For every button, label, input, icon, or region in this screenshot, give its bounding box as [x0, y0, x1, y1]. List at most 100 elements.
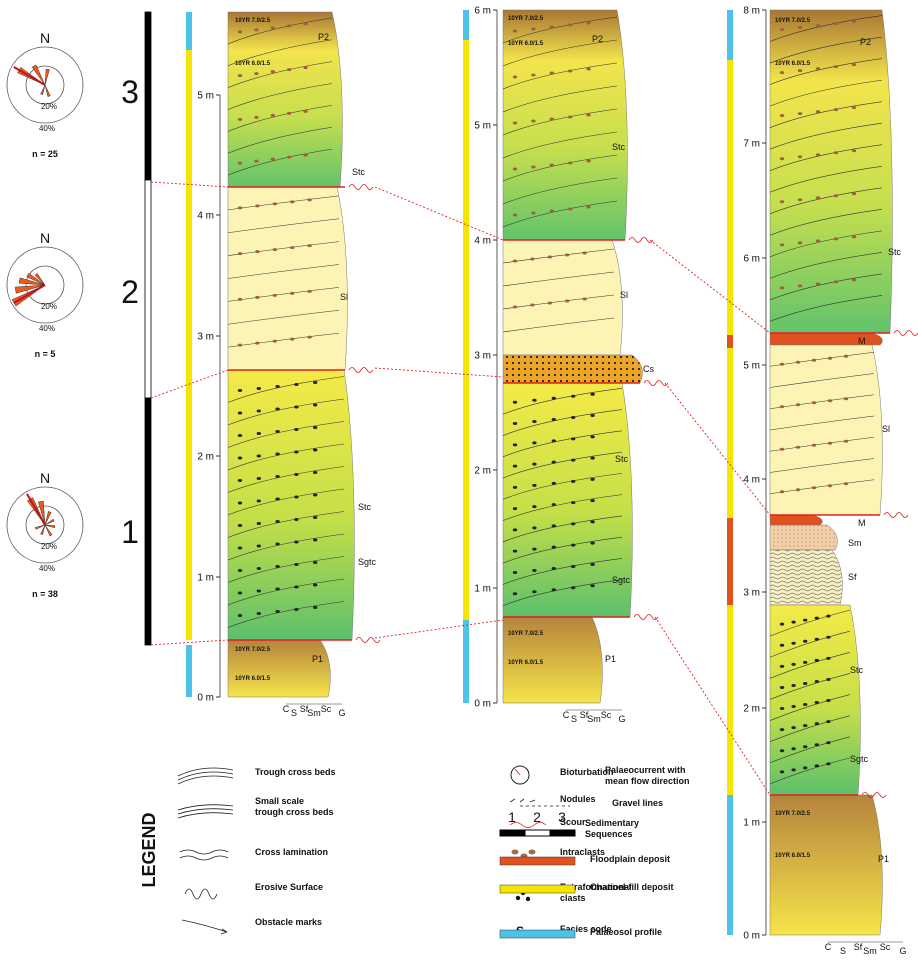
- extraformational-clast: [237, 614, 243, 617]
- intraclast: [307, 289, 312, 293]
- extraformational-clast: [814, 637, 819, 641]
- facies-code: Sl: [882, 424, 890, 434]
- intraclast: [237, 206, 243, 210]
- intraclast: [547, 255, 552, 259]
- intraclast: [797, 155, 803, 159]
- depth-label: 1 m: [474, 584, 491, 595]
- correlation-line: [374, 367, 504, 378]
- intraclast: [290, 246, 295, 250]
- facies-code: Sf: [848, 572, 857, 582]
- extraformational-clast: [814, 743, 819, 747]
- correlation-line: [664, 382, 771, 516]
- rose-petal: [44, 524, 56, 529]
- extraformational-clast: [551, 524, 556, 528]
- cross-bed: [502, 409, 623, 436]
- extraformational-clast: [551, 588, 556, 592]
- grain-size: Sc: [321, 704, 332, 714]
- extraformational-clast: [590, 541, 595, 545]
- colour-code: 10YR 7.0/2.5: [508, 16, 544, 22]
- intraclast: [512, 75, 518, 79]
- trough-cross-beds-icon: [177, 767, 234, 785]
- cross-bed: [769, 715, 851, 742]
- facies-unit: [769, 332, 883, 346]
- extraformational-clast: [237, 524, 243, 527]
- extraformational-clast: [826, 677, 831, 681]
- facies-code: Sl: [620, 290, 628, 300]
- cross-bed: [769, 630, 851, 658]
- intraclast: [549, 209, 554, 213]
- intraclast: [827, 441, 833, 445]
- deposit-bar: [186, 12, 192, 50]
- intraclast: [254, 28, 259, 32]
- intraclast: [255, 204, 260, 208]
- intraclast: [779, 286, 785, 290]
- depth-label: 3 m: [474, 351, 491, 362]
- rose-petal: [14, 284, 46, 294]
- intraclast: [237, 30, 243, 34]
- legend-label: Obstacle marks: [255, 917, 322, 927]
- extraformational-clast: [571, 564, 576, 568]
- cross-bed: [502, 317, 615, 333]
- extraformational-clast: [512, 464, 518, 468]
- rose-ring: [25, 505, 65, 545]
- grain-size: C: [283, 704, 290, 714]
- legend-label: Channel-fill deposit: [590, 882, 674, 892]
- facies-code: Sgtc: [612, 575, 631, 585]
- intraclast: [512, 305, 518, 309]
- legend-label: Facies code: [560, 924, 612, 934]
- extraformational-clast: [571, 458, 576, 462]
- extraformational-clast: [256, 589, 261, 593]
- extraformational-clast: [590, 499, 595, 503]
- extraformational-clast: [512, 528, 518, 532]
- extraformational-clast: [551, 503, 556, 507]
- intraclast: [827, 484, 833, 488]
- intraclast: [833, 108, 839, 112]
- extraformational-clast: [256, 522, 261, 525]
- cross-bed: [502, 154, 618, 182]
- intraclast: [833, 151, 839, 155]
- legend-label: clasts: [560, 893, 586, 903]
- cross-bed: [502, 131, 618, 159]
- cross-bed: [769, 652, 851, 679]
- depth-label: 2 m: [743, 704, 760, 715]
- extraformational-clast: [590, 477, 595, 481]
- cross-bed: [227, 39, 333, 67]
- cross-bed: [502, 200, 618, 228]
- extraformational-clast: [294, 518, 299, 521]
- extraformational-clast: [532, 505, 537, 509]
- content: 3 N 20% 40% n = 25 2 N 20% 40% n = 5 1 N 20% 40% n = 3…: [6, 6, 918, 956]
- legend-label: trough cross beds: [255, 807, 334, 817]
- sequence-bar: [144, 179, 152, 399]
- grain-size: G: [338, 708, 345, 718]
- cross-bed: [502, 16, 618, 44]
- intraclast: [811, 358, 817, 362]
- rose-petal: [44, 84, 51, 97]
- extraformational-clast: [814, 616, 819, 620]
- intraclast: [270, 26, 275, 30]
- rose-north: N: [40, 30, 50, 46]
- extraformational-clast: [532, 420, 537, 424]
- intraclast: [797, 241, 803, 245]
- deposit-bar: [727, 605, 733, 795]
- cross-bed: [502, 177, 618, 205]
- depth-label: 2 m: [197, 452, 214, 463]
- cross-bed: [502, 515, 623, 543]
- intraclast: [303, 22, 308, 26]
- intraclast: [549, 25, 554, 29]
- cross-bed: [227, 578, 345, 606]
- rose-petal: [44, 524, 53, 537]
- intraclast: [811, 443, 817, 447]
- intraclast: [779, 362, 785, 366]
- rose-count: n = 25: [32, 149, 58, 159]
- rose-petal: [31, 64, 46, 86]
- facies-code: Sgtc: [358, 557, 377, 567]
- mean-direction: [26, 493, 46, 526]
- extraformational-clast: [779, 643, 785, 647]
- palaeocurrent-arrow: [514, 768, 521, 776]
- grain-size: Sm: [587, 714, 601, 724]
- colour-code: 10YR 7.0/2.5: [775, 811, 811, 817]
- cross-bed: [769, 673, 851, 700]
- extraformational-clast: [779, 749, 785, 753]
- grain-size: Sc: [601, 710, 612, 720]
- extraformational-clast: [313, 403, 318, 407]
